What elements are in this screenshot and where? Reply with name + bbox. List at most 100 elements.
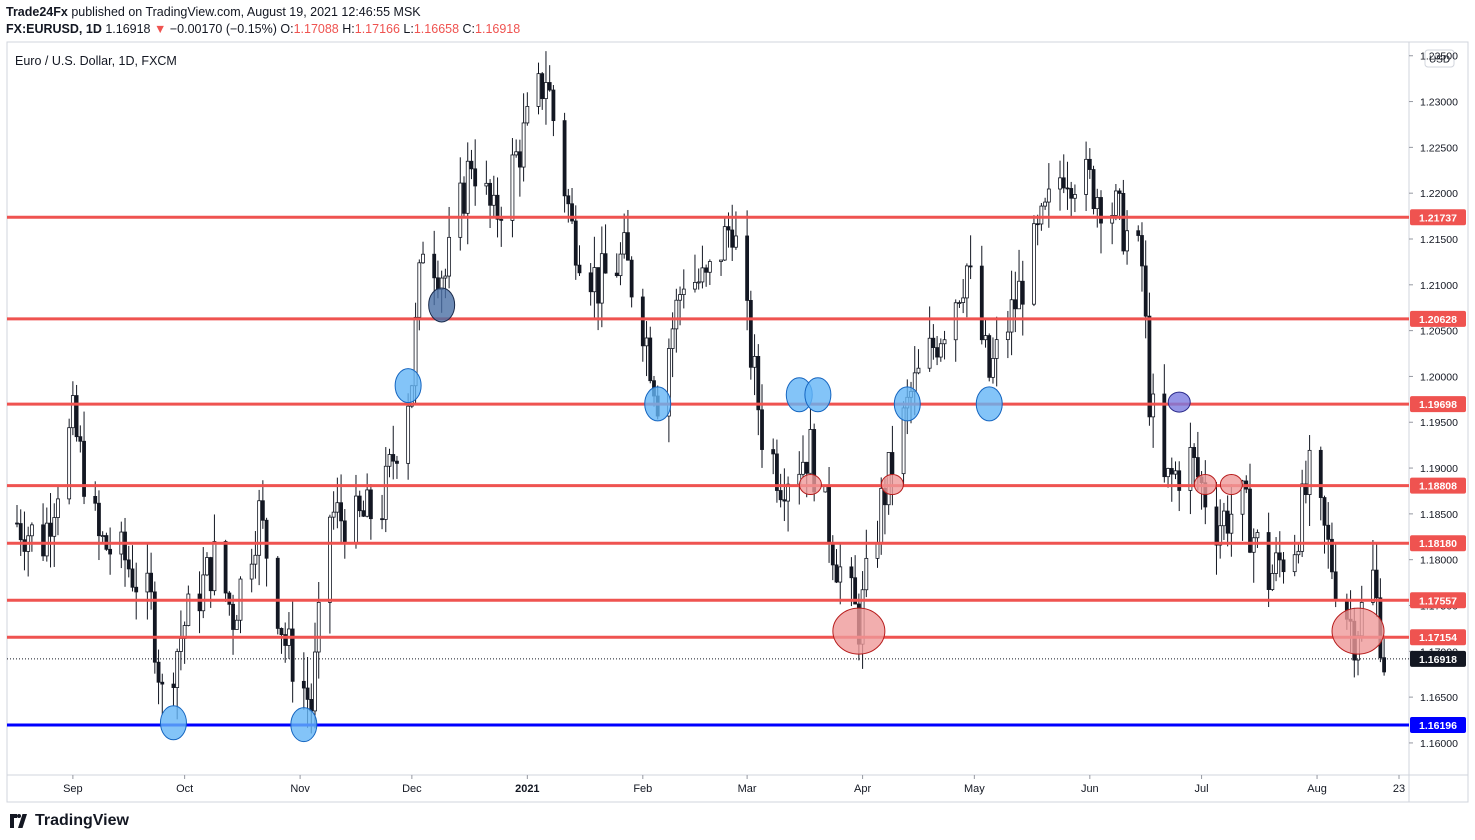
candle (853, 555, 858, 605)
candle-body-down (15, 522, 19, 525)
candle-body-down (499, 218, 504, 221)
candle-body-down (849, 566, 854, 579)
candle (961, 279, 966, 314)
candle-body-down (74, 395, 79, 438)
price-label-box (1410, 310, 1466, 327)
candle (1266, 512, 1271, 608)
candle-body-up (56, 498, 60, 518)
candle (78, 425, 83, 453)
candle-body-up (700, 267, 705, 283)
candle-body-down (290, 628, 295, 682)
candle (212, 514, 217, 596)
candle (234, 614, 239, 630)
candle (1303, 460, 1308, 504)
candle (722, 216, 727, 261)
candle-body-down (853, 577, 858, 605)
candle (644, 321, 649, 377)
candle (1013, 271, 1018, 333)
candle (130, 545, 135, 592)
marker-circle (428, 287, 456, 323)
marker-circle (644, 386, 672, 422)
candle (380, 494, 384, 530)
tradingview-logo[interactable]: TradingView (8, 812, 129, 830)
candle (927, 306, 932, 372)
marker-circle (159, 705, 187, 741)
candle-body-down (342, 520, 347, 545)
candle-body-down (778, 490, 783, 501)
y-tick-label: 1.22000 (1420, 188, 1458, 200)
candle-body-down (931, 337, 936, 348)
price-label-box (1410, 396, 1466, 413)
candle-body-down (149, 572, 154, 593)
ohlc-line: FX:EURUSD, 1D 1.16918 ▼ −0.00170 (−0.15%… (6, 22, 520, 36)
candle-body-down (1192, 447, 1197, 458)
candle (719, 259, 723, 276)
marker-circle (290, 707, 318, 743)
candle-body-up (693, 281, 697, 290)
candle-body-down (48, 522, 53, 537)
candle (1270, 564, 1275, 592)
candle (495, 177, 500, 238)
x-tick-label: Mar (738, 783, 757, 795)
candle-body-down (82, 440, 86, 497)
author-name[interactable]: Trade24Fx (6, 5, 68, 19)
down-arrow-icon: ▼ (154, 22, 167, 36)
candle (1333, 543, 1338, 608)
candle-body-up (354, 495, 358, 545)
candle (152, 581, 157, 674)
candle (1151, 373, 1156, 448)
candle-body-down (1020, 280, 1025, 305)
candle-body-down (804, 461, 809, 474)
candle (1017, 249, 1021, 310)
candle (41, 503, 45, 561)
y-tick-label: 1.19500 (1420, 417, 1458, 429)
candle-body-up (734, 235, 738, 248)
candle (197, 571, 202, 634)
candle-body-up (253, 554, 258, 565)
candle-body-up (1229, 513, 1234, 534)
candle (1032, 215, 1036, 307)
candle (156, 649, 161, 705)
candle (775, 439, 779, 503)
high-label: H: (342, 22, 355, 36)
candle (536, 62, 541, 115)
candle (70, 381, 75, 436)
candle-body-up (1058, 177, 1062, 190)
candle-body-up (30, 524, 34, 537)
y-tick-label: 1.21500 (1420, 234, 1458, 246)
y-tick-label: 1.20000 (1420, 371, 1458, 383)
y-tick-label: 1.22500 (1420, 142, 1458, 154)
candle-body-down (1099, 197, 1103, 224)
candle (283, 622, 288, 663)
candle-body-up (1009, 299, 1014, 333)
candle (179, 610, 183, 671)
candle (473, 139, 478, 206)
candle-body-down (1091, 169, 1096, 210)
candle-body-down (156, 661, 161, 683)
candle (849, 557, 854, 607)
last-price: 1.16918 (105, 22, 151, 36)
candle-body-up (1005, 331, 1010, 341)
candle-body-up (983, 335, 988, 341)
candle-body-down (1225, 510, 1230, 534)
candle-body-up (1039, 205, 1044, 225)
candle (801, 435, 805, 478)
candle (592, 236, 597, 320)
price-label: 1.18180 (1419, 538, 1457, 550)
candle-body-up (67, 427, 72, 500)
candle-body-down (603, 253, 608, 274)
candle-body-down (588, 272, 593, 293)
candle-body-up (514, 151, 519, 156)
candle-body-down (130, 568, 135, 588)
candle-body-up (484, 182, 489, 187)
candle (838, 544, 843, 605)
candle (827, 467, 831, 563)
candle-body-down (987, 335, 992, 378)
candle-body-up (1017, 280, 1021, 310)
candle-body-down (704, 267, 709, 273)
candle-body-up (666, 348, 671, 417)
candle-body-down (264, 519, 269, 559)
symbol-label[interactable]: FX:EURUSD, 1D (6, 22, 102, 36)
candle-body-down (339, 502, 343, 522)
